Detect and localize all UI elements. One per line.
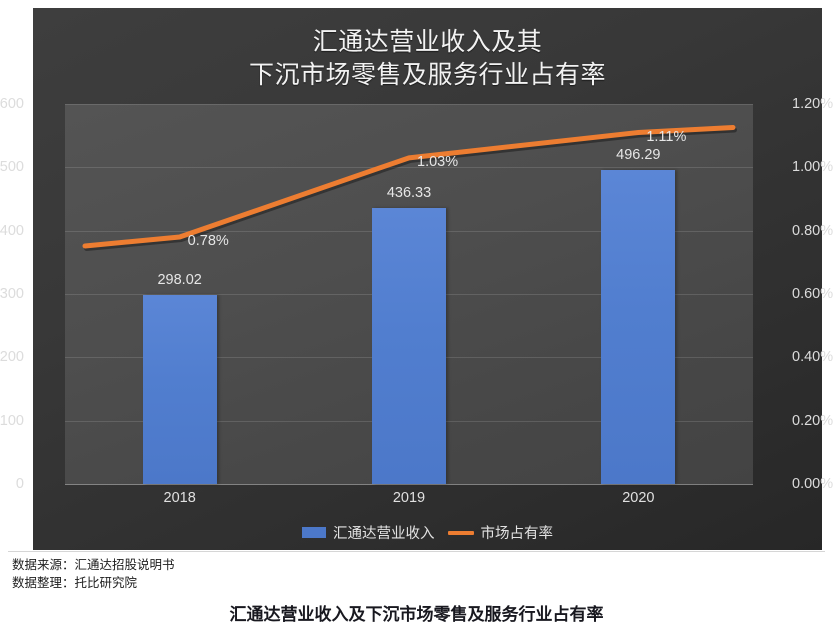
legend-bar-label: 汇通达营业收入	[333, 526, 435, 542]
y-axis-right-tick: 0.20%	[792, 412, 833, 429]
y-axis-left-tick: 500	[0, 159, 24, 176]
y-axis-right-tick: 0.60%	[792, 286, 833, 302]
y-axis-left-tick: 0	[15, 476, 24, 492]
x-axis-tick-2018: 2018	[163, 490, 196, 506]
footer-notes: 数据来源：汇通达招股说明书 数据整理：托比研究院	[12, 556, 512, 592]
legend-line-label: 市场占有率	[480, 526, 554, 542]
x-axis-tick-2019: 2019	[392, 490, 426, 506]
bar-2020[interactable]	[601, 169, 676, 484]
gridline	[65, 104, 753, 105]
bar-value-label-2018: 298.02	[157, 272, 202, 289]
gridline	[65, 167, 753, 169]
y-axis-left-tick: 600	[0, 96, 24, 112]
figure-caption: 汇通达营业收入及下沉市场零售及服务行业占有率	[229, 605, 604, 624]
y-axis-left-tick: 300	[0, 286, 24, 302]
line-value-label-2019: 1.03%	[417, 153, 459, 170]
line-value-label-2018: 0.78%	[187, 233, 229, 249]
bar-value-label-2019: 436.33	[386, 184, 432, 201]
legend-line-swatch-icon	[447, 530, 474, 535]
legend-item-bar[interactable]: 汇通达营业收入	[302, 522, 435, 543]
line-value-label-2020: 1.11%	[646, 128, 687, 145]
y-axis-right-tick: 1.20%	[792, 96, 833, 112]
y-axis-left-tick: 100	[0, 412, 24, 429]
y-axis-left-tick: 200	[0, 349, 24, 366]
line-series-path	[82, 125, 737, 251]
chart-title: 汇通达营业收入及其 下沉市场零售及服务行业占有率	[33, 26, 822, 92]
y-axis-right-tick: 0.00%	[792, 476, 833, 492]
data-source-note: 数据来源：汇通达招股说明书	[12, 558, 175, 572]
y-axis-left-tick: 400	[0, 222, 24, 239]
chart-title-line-2: 下沉市场零售及服务行业占有率	[248, 61, 606, 89]
data-compiler-note: 数据整理：托比研究院	[12, 576, 138, 590]
y-axis-right-tick: 1.00%	[792, 159, 833, 176]
x-axis-tick-2020: 2020	[622, 490, 655, 506]
y-axis-right-tick: 0.40%	[792, 349, 833, 366]
legend-bar-swatch-icon	[302, 527, 326, 538]
chart-title-line-1: 汇通达营业收入及其	[312, 28, 543, 56]
chart-panel: 汇通达营业收入及其 下沉市场零售及服务行业占有率 0 0.00% 100 0.20% 2…	[0, 8, 833, 550]
bar-2018[interactable]	[142, 295, 217, 484]
bar-2019[interactable]	[372, 207, 446, 484]
chart-legend: 汇通达营业收入 市场占有率	[33, 522, 822, 543]
footer-divider	[8, 551, 825, 552]
legend-item-line[interactable]: 市场占有率	[447, 522, 554, 543]
bar-value-label-2020: 496.29	[616, 146, 661, 163]
gridline	[65, 484, 753, 485]
plot-area: 0 0.00% 100 0.20% 200 0.40% 300 0.60% 400 0.80% 50…	[0, 96, 833, 492]
y-axis-right-tick: 0.80%	[792, 222, 833, 239]
